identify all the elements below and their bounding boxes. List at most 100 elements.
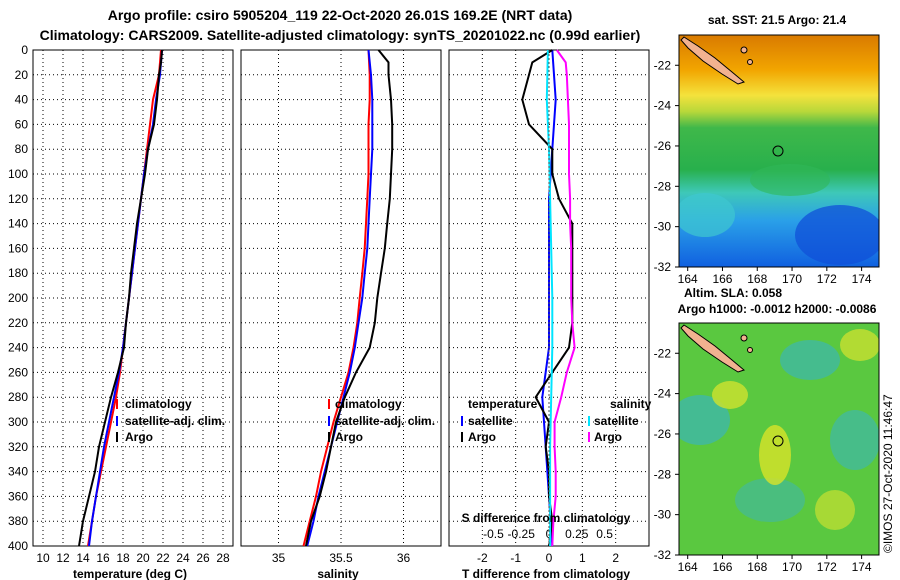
sst-cool-patch xyxy=(795,205,879,265)
depth-tick-label: 220 xyxy=(8,316,28,330)
sst-map-frame xyxy=(678,34,880,268)
map-x-tick-label: 172 xyxy=(817,272,837,286)
map-x-tick-label: 168 xyxy=(747,560,767,574)
sla-anomaly xyxy=(830,410,879,470)
curve-argo xyxy=(305,49,394,547)
map-y-tick-label: -22 xyxy=(654,58,672,72)
x-tick-label: 20 xyxy=(136,551,150,565)
s-diff-tick-label: -0.25 xyxy=(508,527,536,541)
map-x-tick-label: 168 xyxy=(747,272,767,286)
curve-satellite-adj-clim- xyxy=(306,49,374,547)
sla-anomaly xyxy=(712,381,748,409)
sla-anomaly xyxy=(815,490,855,530)
legend-label-t-satellite: satellite xyxy=(468,414,513,428)
map-x-tick-label: 174 xyxy=(852,560,872,574)
map-x-tick-label: 172 xyxy=(817,560,837,574)
profile-location-marker xyxy=(772,145,784,157)
legend-label-s-satellite: satellite xyxy=(594,414,639,428)
map-x-tick-label: 164 xyxy=(678,560,698,574)
map-x-tick-label: 170 xyxy=(782,272,802,286)
map-y-tick-label: -30 xyxy=(654,508,672,522)
map-x-tick-label: 174 xyxy=(852,272,872,286)
profile-location-marker xyxy=(772,435,784,447)
sla-map xyxy=(679,323,879,555)
x-tick-label: 28 xyxy=(216,551,230,565)
x-tick-label: 36 xyxy=(397,551,411,565)
loyalty-islands xyxy=(740,46,748,54)
legend-label-argo: Argo xyxy=(125,430,153,444)
map-y-tick-label: -24 xyxy=(654,387,672,401)
legend-label-t-argo: Argo xyxy=(468,430,496,444)
depth-tick-label: 100 xyxy=(8,167,28,181)
depth-tick-label: 360 xyxy=(8,489,28,503)
map-y-tick-label: -24 xyxy=(654,99,672,113)
depth-tick-label: 180 xyxy=(8,266,28,280)
new-caledonia-land xyxy=(680,36,746,85)
salinity-legend: climatology satellite-adj. clim. Argo xyxy=(328,397,435,444)
s-diff-tick-label: 0.25 xyxy=(565,527,589,541)
sst-warm-patch xyxy=(679,193,735,237)
t-difference-axis-label: T difference from climatology xyxy=(462,567,630,580)
sst-map-ticks: 164 166 168 170 172 174 -22 -24 -26 -28 -30 -32 xyxy=(654,58,872,286)
legend-label-climatology: climatology xyxy=(125,397,192,411)
curve-s-argo xyxy=(551,49,576,547)
sla-map-title-2: Argo h1000: -0.0012 h2000: -0.0086 xyxy=(678,302,877,316)
depth-tick-label: 320 xyxy=(8,440,28,454)
curve-climatology xyxy=(87,49,162,547)
x-tick-label: 24 xyxy=(176,551,190,565)
legend-label-satellite: satellite-adj. clim. xyxy=(335,414,435,428)
depth-tick-label: 200 xyxy=(8,291,28,305)
sst-map xyxy=(679,35,879,267)
depth-tick-label: 80 xyxy=(15,142,29,156)
map-y-tick-label: -26 xyxy=(654,427,672,441)
sst-green-patch xyxy=(750,164,830,196)
legend-heading-temperature: temperature xyxy=(468,397,538,411)
map-x-tick-label: 166 xyxy=(712,272,732,286)
sla-anomaly xyxy=(759,425,791,485)
sla-map-frame xyxy=(678,322,880,556)
temperature-axis-label: temperature (deg C) xyxy=(73,567,187,580)
grid-layer xyxy=(33,50,649,546)
loyalty-islands xyxy=(740,334,748,342)
x-tick-label: 14 xyxy=(76,551,90,565)
x-tick-label: 2 xyxy=(612,551,619,565)
sla-anomaly xyxy=(679,395,730,445)
s-difference-axis-label: S difference from climatology xyxy=(462,511,631,525)
x-tick-label: -2 xyxy=(477,551,488,565)
x-tick-label: 26 xyxy=(196,551,210,565)
legend-label-climatology: climatology xyxy=(335,397,402,411)
title-line-2: Climatology: CARS2009. Satellite-adjuste… xyxy=(40,27,641,43)
depth-tick-label: 380 xyxy=(8,514,28,528)
x-tick-label: -1 xyxy=(510,551,521,565)
map-y-tick-label: -28 xyxy=(654,179,672,193)
loyalty-islands xyxy=(747,59,753,65)
depth-tick-label: 400 xyxy=(8,539,28,553)
map-x-tick-label: 164 xyxy=(678,272,698,286)
legend-label-s-argo: Argo xyxy=(594,430,622,444)
sla-anomaly xyxy=(735,478,805,522)
sla-anomaly xyxy=(780,340,840,380)
depth-tick-label: 0 xyxy=(21,43,28,57)
map-y-tick-label: -22 xyxy=(654,346,672,360)
x-tick-label: 35 xyxy=(272,551,286,565)
map-y-tick-label: -32 xyxy=(654,260,672,274)
depth-tick-label: 240 xyxy=(8,341,28,355)
profile-curves xyxy=(78,49,576,547)
x-tick-label: 16 xyxy=(96,551,110,565)
map-y-tick-label: -30 xyxy=(654,220,672,234)
sla-map-title-1: Altim. SLA: 0.058 xyxy=(684,286,782,300)
depth-tick-label: 60 xyxy=(15,117,29,131)
temperature-legend: climatology satellite-adj. clim. Argo xyxy=(116,397,225,444)
salinity-axis-label: salinity xyxy=(317,567,359,580)
x-tick-label: 12 xyxy=(56,551,70,565)
map-y-tick-label: -32 xyxy=(654,548,672,562)
map-y-tick-label: -28 xyxy=(654,467,672,481)
curve-climatology xyxy=(302,49,371,547)
depth-tick-label: 120 xyxy=(8,192,28,206)
map-x-tick-label: 170 xyxy=(782,560,802,574)
x-tick-label: 0 xyxy=(546,551,553,565)
map-x-tick-label: 166 xyxy=(712,560,732,574)
depth-tick-labels: 0 20 40 60 80 100 120 140 160 180 200 220 240 260 280 3… xyxy=(8,43,28,553)
depth-tick-label: 20 xyxy=(15,68,29,82)
